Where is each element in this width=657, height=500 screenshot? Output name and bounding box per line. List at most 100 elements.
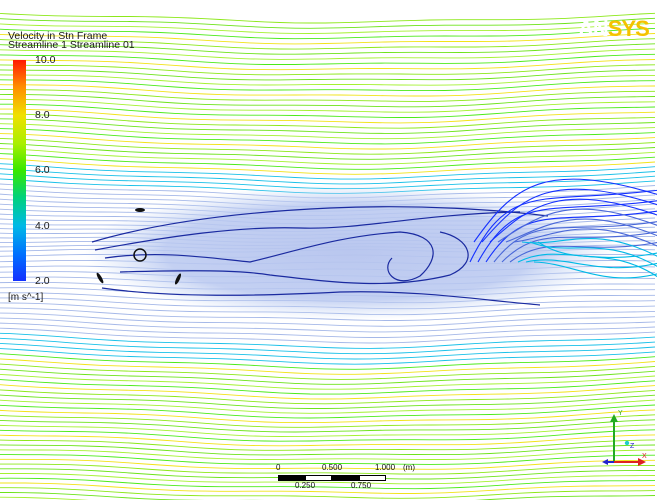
blade-top-icon (135, 208, 145, 212)
streamline (0, 358, 656, 375)
streamline (0, 424, 656, 438)
streamline (0, 353, 656, 370)
streamline (0, 419, 656, 433)
streamline (0, 148, 656, 165)
streamline (0, 492, 656, 500)
streamline (0, 463, 656, 475)
core-streamline (104, 231, 434, 282)
streamline (0, 93, 656, 108)
streamline (0, 17, 656, 29)
streamline (0, 79, 656, 92)
legend-tick: 4.0 (35, 220, 50, 232)
streamline (533, 261, 657, 279)
streamlines-group (0, 12, 656, 500)
scale-label: 1.000 (375, 463, 396, 472)
scale-label: 0.500 (322, 463, 343, 472)
legend-tick: 10.0 (35, 54, 56, 66)
scale-label: 0 (276, 463, 281, 472)
ansys-logo: ANSYS (578, 16, 650, 42)
streamline (0, 89, 656, 102)
triad-x-label: X (642, 453, 647, 460)
legend-tick: 2.0 (35, 275, 50, 287)
streamline (0, 48, 656, 60)
streamline (0, 458, 656, 470)
streamline (0, 64, 656, 76)
streamline (0, 38, 656, 50)
streamline (489, 198, 657, 243)
blade-left-icon (96, 272, 104, 284)
streamline (0, 128, 656, 145)
streamline (521, 238, 657, 257)
streamline (0, 158, 656, 175)
streamline (513, 228, 657, 247)
streamline (0, 389, 656, 405)
triad-y-label: Y (618, 410, 623, 417)
streamline (0, 332, 656, 349)
streamline (537, 241, 657, 278)
scale-block (305, 475, 332, 481)
blade-right-icon (174, 273, 182, 285)
core-streamline (91, 206, 549, 243)
streamline (0, 327, 656, 344)
logo-part-1: AN (578, 16, 609, 41)
streamline (0, 22, 656, 34)
streamline (0, 404, 656, 419)
streamline (0, 163, 656, 180)
streamline (481, 188, 657, 243)
streamline (0, 439, 656, 451)
streamline (0, 53, 656, 65)
legend-title: Velocity in Stn Frame (8, 30, 108, 42)
streamline (0, 133, 656, 150)
rotor-blades (96, 208, 182, 285)
streamline (0, 74, 656, 86)
streamline (0, 384, 656, 400)
streamline (0, 138, 656, 155)
streamline (0, 368, 656, 385)
scale-block (278, 475, 305, 481)
axis-triad: Y Z X (602, 410, 647, 466)
streamline (0, 363, 656, 380)
streamline (0, 449, 656, 460)
streamline (0, 434, 656, 447)
streamline (0, 113, 656, 129)
scale-block (359, 475, 386, 481)
streamline (0, 454, 656, 465)
streamline (0, 168, 656, 185)
streamline (0, 103, 656, 118)
streamline (0, 337, 656, 355)
streamline (501, 231, 657, 263)
streamline (0, 118, 656, 134)
streamline (0, 43, 656, 55)
scale-block (332, 475, 359, 481)
core-streamline (119, 231, 469, 285)
streamline (0, 108, 656, 124)
hub-icon (133, 248, 147, 262)
streamline (0, 379, 656, 395)
scale-bar: 0 0.500 1.000 (m) 0.250 0.750 (276, 460, 418, 490)
streamline (0, 409, 656, 424)
streamline (0, 312, 656, 327)
streamline (0, 373, 656, 390)
streamline (0, 342, 656, 360)
streamline (0, 444, 656, 456)
streamline (0, 473, 656, 485)
scale-label: 0.250 (295, 481, 316, 490)
scale-label: 0.750 (351, 481, 372, 490)
streamline (0, 322, 656, 338)
streamline (0, 27, 656, 40)
legend-tick: 8.0 (35, 109, 50, 121)
streamline (0, 487, 656, 499)
streamline (0, 429, 656, 442)
logo-part-2: SYS (607, 16, 650, 41)
legend-subtitle: Streamline 1 Streamline 01 (8, 39, 135, 51)
streamline (0, 12, 656, 24)
streamline (0, 69, 656, 81)
core-streamline (94, 211, 521, 251)
legend-tick: 6.0 (35, 164, 50, 176)
streamline (0, 123, 656, 140)
core-streamline (101, 287, 541, 306)
colorbar (13, 60, 26, 281)
streamline (0, 98, 656, 113)
